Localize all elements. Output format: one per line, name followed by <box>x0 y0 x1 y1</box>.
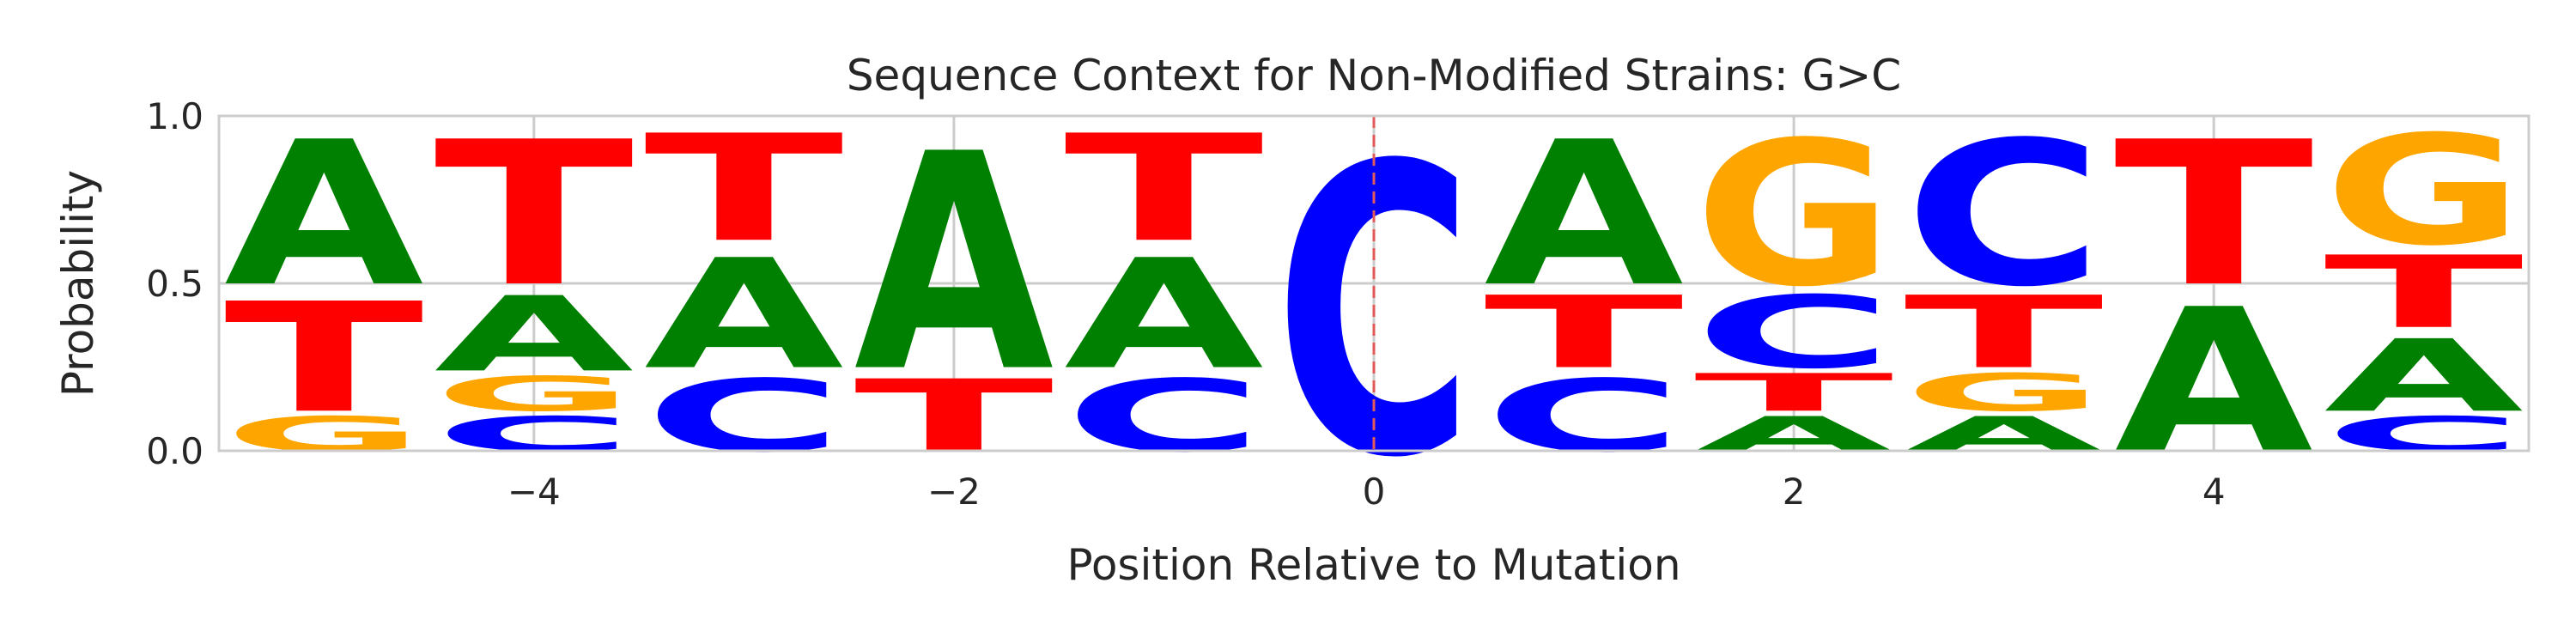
y-tick-label: 0.0 <box>146 430 204 472</box>
logo-letter-c: C <box>434 406 634 462</box>
logo-letter-c: C <box>1694 276 1893 392</box>
logo-letter-t: T <box>2114 99 2315 331</box>
logo-letter-g: G <box>1694 99 1893 331</box>
logo-letter-a: A <box>854 90 1055 437</box>
logo-letter-a: A <box>224 100 425 331</box>
x-tick-label: 4 <box>2202 471 2226 513</box>
x-tick-label: 0 <box>1363 471 1386 513</box>
logo-letter-c: C <box>2324 406 2524 462</box>
logo-letter-g: G <box>2324 103 2524 279</box>
logo-letter-a: A <box>1905 407 2104 463</box>
logo-letter-a: A <box>2324 319 2524 434</box>
logo-letter-c: C <box>1484 359 1683 475</box>
logo-letter-c: C <box>1064 359 1263 475</box>
x-tick-label: 2 <box>1783 471 1806 513</box>
logo-letter-a: A <box>1484 100 1685 331</box>
logo-letter-t: T <box>1064 103 1265 275</box>
logo-letter-g: G <box>1904 363 2103 423</box>
y-tick-label: 0.5 <box>146 263 204 305</box>
x-axis-label: Position Relative to Mutation <box>1066 540 1680 590</box>
logo-letter-t: T <box>1484 275 1683 391</box>
logo-letter-t: T <box>644 103 845 275</box>
logo-letter-a: A <box>1694 407 1893 463</box>
logo-letter-t: T <box>2324 234 2524 350</box>
logo-letter-c: C <box>644 359 843 475</box>
logo-letter-a: A <box>1064 228 1263 404</box>
logo-letter-t: T <box>1904 275 2103 391</box>
x-tick-labels: −4 −2 0 2 4 <box>507 471 2226 513</box>
y-tick-label: 1.0 <box>146 95 204 137</box>
logo-letter-g: G <box>434 367 634 422</box>
logo-letter-a: A <box>2114 267 2315 498</box>
logo-letter-a: A <box>434 275 634 395</box>
logo-letter-a: A <box>644 228 843 404</box>
y-axis-label: Probability <box>53 170 103 397</box>
chart-title: Sequence Context for Non-Modified Strain… <box>847 51 1901 100</box>
logo-letter-g: G <box>224 407 423 463</box>
logo-letter-t: T <box>1694 362 1893 422</box>
y-tick-labels: 0.0 0.5 1.0 <box>146 95 204 472</box>
x-tick-label: −4 <box>507 471 561 513</box>
plot-frame <box>217 114 2530 453</box>
logo-letter-c: C <box>1904 100 2103 331</box>
logo-letter-t: T <box>854 359 1054 475</box>
x-tick-label: −2 <box>927 471 981 513</box>
logo-letter-t: T <box>224 270 425 447</box>
logo-letter-t: T <box>434 99 635 331</box>
